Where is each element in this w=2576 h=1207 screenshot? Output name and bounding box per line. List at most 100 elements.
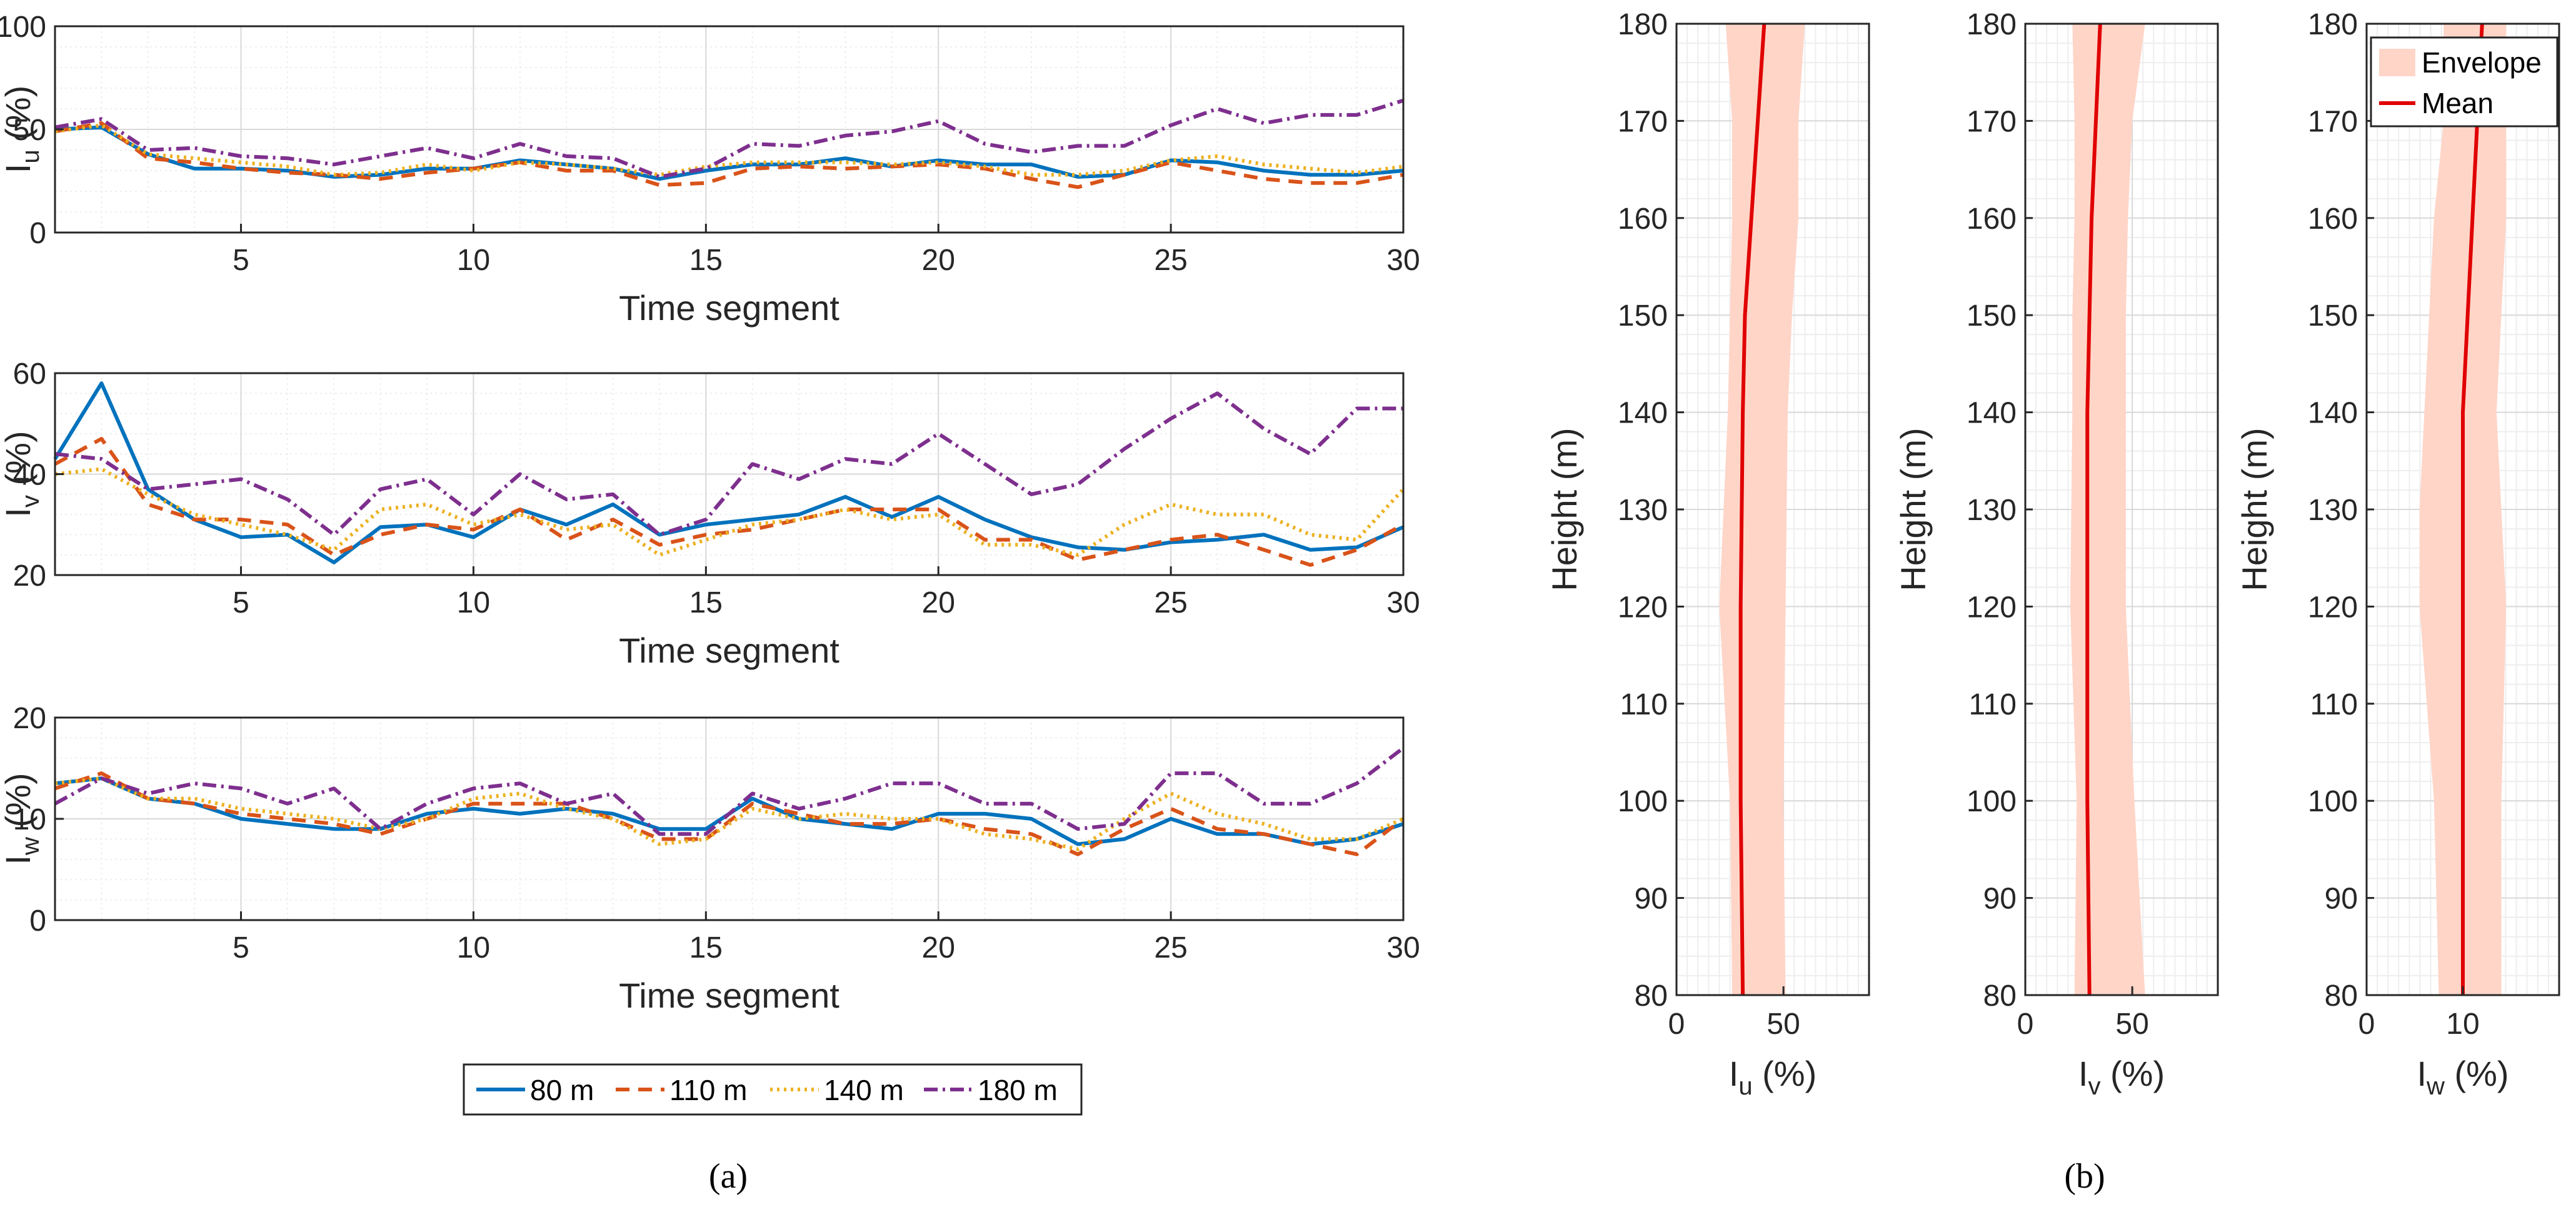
y-tick-label: 100 <box>0 11 46 44</box>
x-tick-label: 15 <box>689 931 723 964</box>
y-tick-label: 60 <box>13 358 46 391</box>
panel-label-a: (a) <box>709 1157 748 1196</box>
series-line-110m <box>54 436 1405 567</box>
x-tick-label: 10 <box>457 244 490 277</box>
mean-line <box>2085 23 2102 996</box>
series-line-80m <box>53 381 1405 564</box>
y-axis-label: Iu (%) <box>0 86 44 173</box>
y-axis-label: Iv (%) <box>0 431 44 517</box>
y-tick-label: 170 <box>1618 105 1668 138</box>
y-tick-label: 160 <box>1618 203 1668 236</box>
x-tick-label: 30 <box>1386 931 1420 964</box>
y-tick-label: 10 <box>13 803 46 836</box>
series-line-140m <box>54 123 1404 177</box>
y-tick-label: 150 <box>1618 299 1668 333</box>
x-tick-label: 5 <box>233 586 249 619</box>
y-tick-label: 150 <box>2308 299 2358 333</box>
x-tick-label: 20 <box>922 586 955 619</box>
y-tick-label: 110 <box>2310 688 2358 721</box>
y-tick-label: 180 <box>2308 8 2358 41</box>
x-axis-label: Iv (%) <box>2078 1054 2165 1100</box>
y-tick-label: 120 <box>1967 591 2017 624</box>
y-tick-label: 90 <box>2325 883 2358 916</box>
x-tick-label: 30 <box>1386 244 1420 277</box>
y-tick-label: 140 <box>2308 397 2358 430</box>
x-tick-label: 20 <box>922 931 955 964</box>
y-tick-label: 50 <box>13 114 46 147</box>
legend-profiles: Envelope Mean <box>2370 36 2558 128</box>
y-tick-label: 120 <box>2308 591 2358 624</box>
mean-line <box>1738 23 1767 996</box>
y-tick-label: 130 <box>1618 494 1668 527</box>
x-axis-label: Iw (%) <box>2417 1054 2508 1100</box>
y-tick-label: 100 <box>1967 785 2017 818</box>
y-axis-label: Height (m) <box>1545 428 1584 591</box>
y-axis-label: Height (m) <box>2235 428 2274 591</box>
x-tick-label: 25 <box>1154 586 1187 619</box>
y-tick-label: 130 <box>1967 494 2017 527</box>
x-axis-label: Iu (%) <box>1729 1054 1817 1100</box>
legend-label-180m: 180 m <box>978 1074 1058 1106</box>
mean-line <box>2461 23 2484 995</box>
x-tick-label: 10 <box>2446 1008 2479 1041</box>
y-axis-label: Height (m) <box>1893 428 1933 591</box>
y-tick-label: 110 <box>1968 688 2017 721</box>
x-tick-label: 5 <box>233 931 249 964</box>
y-tick-label: 40 <box>13 459 46 492</box>
y-tick-label: 90 <box>1635 883 1668 916</box>
y-tick-label: 170 <box>2308 105 2358 138</box>
x-tick-label: 0 <box>1668 1008 1685 1041</box>
x-axis-label: Time segment <box>619 976 839 1015</box>
x-tick-label: 30 <box>1386 586 1420 619</box>
y-tick-label: 80 <box>2325 979 2358 1013</box>
x-tick-label: 5 <box>233 244 249 277</box>
x-tick-label: 0 <box>2358 1008 2375 1041</box>
legend-swatch-envelope <box>2379 49 2415 76</box>
x-axis-label: Time segment <box>619 631 839 670</box>
legend-time-series: 80 m 110 m 140 m 180 m <box>463 1063 1083 1116</box>
x-tick-label: 25 <box>1154 244 1187 277</box>
series-line-110m <box>54 771 1405 856</box>
x-tick-label: 25 <box>1154 931 1187 964</box>
series-line-180m <box>54 98 1404 179</box>
y-tick-label: 100 <box>1618 785 1668 818</box>
legend-box <box>463 1063 1083 1116</box>
y-tick-label: 0 <box>29 904 46 938</box>
legend-label-80m: 80 m <box>530 1074 594 1106</box>
series-line-180m <box>54 391 1403 537</box>
data-layer <box>53 23 2507 996</box>
panel-label-b: (b) <box>2064 1157 2105 1196</box>
y-axis-label: Iw (%) <box>0 773 44 864</box>
y-tick-label: 140 <box>1967 397 2017 430</box>
legend-label-mean: Mean <box>2422 87 2493 119</box>
y-tick-label: 100 <box>2308 785 2358 818</box>
y-tick-label: 0 <box>29 217 46 250</box>
x-tick-label: 50 <box>1767 1008 1800 1041</box>
x-axis-label: Time segment <box>619 288 839 328</box>
x-tick-label: 15 <box>689 586 723 619</box>
x-tick-label: 50 <box>2115 1008 2148 1041</box>
y-tick-label: 140 <box>1618 397 1668 430</box>
x-tick-label: 20 <box>922 244 955 277</box>
y-tick-label: 110 <box>1620 688 1668 721</box>
y-tick-label: 20 <box>13 559 46 593</box>
y-tick-label: 20 <box>13 702 46 735</box>
legend-label-140m: 140 m <box>824 1074 904 1106</box>
y-tick-label: 170 <box>1967 105 2017 138</box>
legend-label-envelope: Envelope <box>2422 46 2542 79</box>
x-tick-label: 10 <box>457 931 490 964</box>
series-line-180m <box>54 746 1405 836</box>
y-tick-label: 180 <box>1967 8 2017 41</box>
series-line-110m <box>54 121 1404 189</box>
y-tick-label: 160 <box>2308 203 2358 236</box>
y-tick-label: 80 <box>1635 979 1668 1013</box>
y-tick-label: 130 <box>2308 494 2358 527</box>
y-tick-label: 160 <box>1967 203 2017 236</box>
x-tick-label: 15 <box>689 244 723 277</box>
y-tick-label: 180 <box>1618 8 1668 41</box>
series-line-140m <box>54 776 1405 851</box>
legend-label-110m: 110 m <box>669 1074 747 1106</box>
x-tick-label: 0 <box>2017 1008 2034 1041</box>
